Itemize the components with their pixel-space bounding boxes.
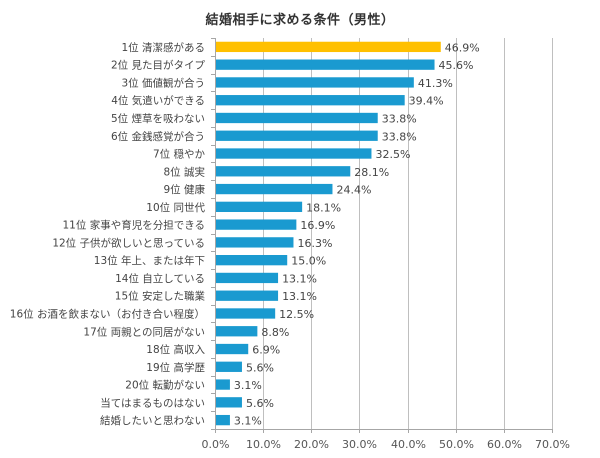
bar xyxy=(216,361,242,372)
gridlines xyxy=(263,38,553,429)
data-label: 6.9% xyxy=(252,344,280,357)
data-label: 16.9% xyxy=(300,219,335,232)
category-label: 7位 穏やか xyxy=(153,148,206,161)
category-label: 3位 価値観が合う xyxy=(121,76,205,89)
category-label: 13位 年上、または年下 xyxy=(94,254,205,267)
category-label: 19位 高学歴 xyxy=(146,361,205,374)
category-label: 当てはまるものはない xyxy=(100,396,205,409)
category-label: 11位 家事や育児を分担できる xyxy=(63,219,206,232)
x-tick-label: 0.0% xyxy=(202,438,230,451)
bar xyxy=(216,183,333,195)
bar xyxy=(216,95,405,106)
bar xyxy=(216,379,230,390)
category-label: 2位 見た目がタイプ xyxy=(111,59,206,72)
data-label: 13.1% xyxy=(282,290,317,303)
data-label: 16.3% xyxy=(297,237,332,250)
data-label: 13.1% xyxy=(282,272,317,285)
bar xyxy=(216,148,372,159)
bar xyxy=(216,112,378,124)
x-tick-label: 50.0% xyxy=(439,438,474,451)
bar xyxy=(216,397,242,408)
data-label: 39.4% xyxy=(409,95,444,108)
category-label: 9位 健康 xyxy=(163,183,205,196)
category-label: 6位 金銭感覚が合う xyxy=(111,130,205,143)
bar xyxy=(216,59,435,70)
bar xyxy=(216,290,279,301)
category-label: 12位 子供が欲しいと思っている xyxy=(52,236,205,249)
x-tick-label: 30.0% xyxy=(342,438,377,451)
data-label: 45.6% xyxy=(439,59,474,72)
bar xyxy=(216,130,378,141)
bar xyxy=(216,343,249,355)
chart-title: 結婚相手に求める条件（男性） xyxy=(205,13,395,28)
category-label: 17位 両親との同居がない xyxy=(83,325,205,338)
category-label: 16位 お酒を飲まない（お付き合い程度） xyxy=(10,307,205,320)
category-label: 14位 自立している xyxy=(115,272,205,285)
axes xyxy=(211,38,553,433)
data-label: 46.9% xyxy=(445,41,480,54)
data-label: 8.8% xyxy=(261,326,289,339)
bar xyxy=(216,166,351,177)
data-label: 18.1% xyxy=(306,201,341,214)
bar xyxy=(216,41,441,53)
x-tick-label: 20.0% xyxy=(294,438,329,451)
data-label: 32.5% xyxy=(375,148,410,161)
category-label: 20位 転勤がない xyxy=(125,379,205,392)
data-label: 5.6% xyxy=(246,361,274,374)
data-label: 28.1% xyxy=(354,166,389,179)
bar xyxy=(216,326,258,337)
x-tick-label: 40.0% xyxy=(391,438,426,451)
bar xyxy=(216,255,288,266)
category-label: 1位 清潔感がある xyxy=(121,41,205,54)
data-label: 41.3% xyxy=(418,77,453,90)
bar xyxy=(216,201,303,212)
category-label: 15位 安定した職業 xyxy=(115,290,206,303)
data-label: 5.6% xyxy=(246,397,274,410)
bars xyxy=(216,41,441,426)
value-labels: 46.9% 45.6% 41.3% 39.4% 33.8% 33.8% 32.5% 28.1%… xyxy=(234,41,480,427)
bar xyxy=(216,77,414,88)
x-tick-labels: 0.0% 10.0% 20.0% 30.0% 40.0% 50.0% 60.0% 70.0% xyxy=(202,438,570,451)
category-labels: 1位 清潔感がある 2位 見た目がタイプ 3位 価値観が合う 4位 気遣いができる 5位… xyxy=(10,41,206,427)
category-label: 8位 誠実 xyxy=(163,165,205,178)
bar xyxy=(216,272,279,284)
data-label: 33.8% xyxy=(382,112,417,125)
category-label: 5位 煙草を吸わない xyxy=(111,112,205,125)
data-label: 12.5% xyxy=(279,308,314,321)
data-label: 24.4% xyxy=(336,184,371,197)
category-label: 10位 同世代 xyxy=(146,201,205,214)
x-tick-label: 10.0% xyxy=(246,438,281,451)
x-tick-label: 70.0% xyxy=(535,438,570,451)
bar xyxy=(216,219,297,230)
bar xyxy=(216,237,294,248)
data-label: 3.1% xyxy=(234,415,262,428)
x-tick-label: 60.0% xyxy=(487,438,522,451)
bar xyxy=(216,414,230,426)
data-label: 3.1% xyxy=(234,379,262,392)
data-label: 15.0% xyxy=(291,255,326,268)
bar xyxy=(216,308,276,319)
category-label: 結婚したいと思わない xyxy=(100,414,205,427)
category-label: 4位 気遣いができる xyxy=(111,94,205,107)
data-label: 33.8% xyxy=(382,130,417,143)
category-label: 18位 高収入 xyxy=(146,343,205,356)
